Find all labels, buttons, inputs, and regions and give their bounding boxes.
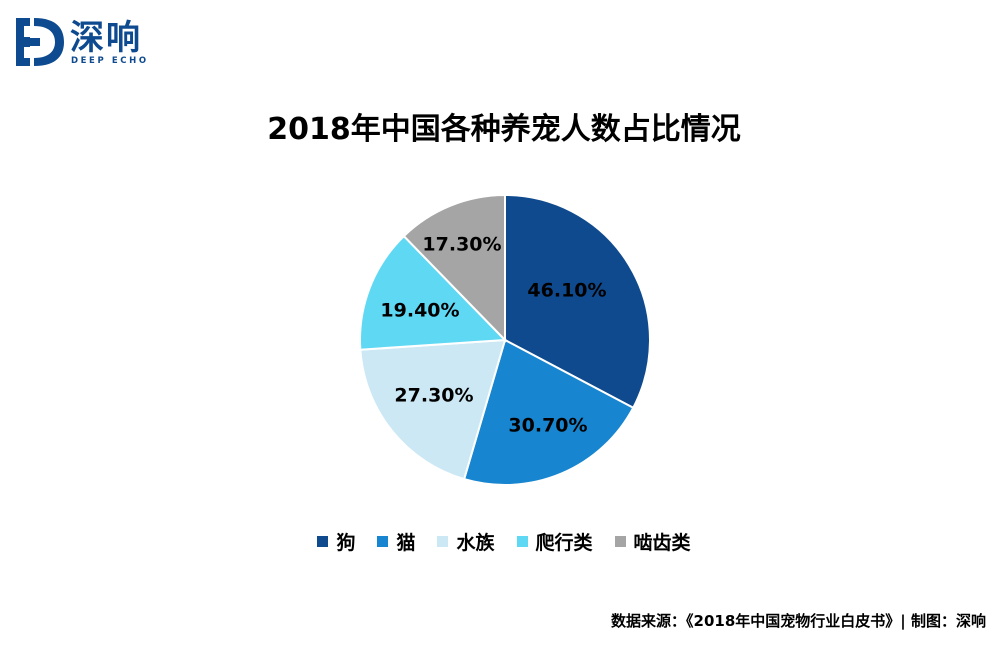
pie-slice-4 [359,234,508,351]
deep-echo-logo: 深响 DEEP ECHO [14,16,154,68]
slice-label: 17.30% [422,234,501,256]
logo-chinese-text: 深响 [70,18,142,58]
legend-swatch-icon [516,536,528,547]
pie-slice-2 [462,338,635,486]
pie-slice-3 [359,338,507,481]
legend-label: 爬行类 [535,532,593,554]
legend-label: 狗 [336,532,356,554]
slice-label: 19.40% [380,300,459,322]
logo-english-text: DEEP ECHO [71,56,149,66]
slice-label: 27.30% [394,385,473,407]
legend-item: 狗 [317,528,355,555]
legend-swatch-icon [437,536,449,547]
source-note: 数据来源：《2018年中国宠物行业白皮书》| 制图：深响 [611,612,986,630]
legend-swatch-icon [317,536,329,547]
legend-label: 啮齿类 [633,532,691,554]
legend-swatch-icon [614,536,626,547]
legend-item: 爬行类 [516,528,593,555]
pie-slice-1 [504,193,651,410]
chart-title: 2018年中国各种养宠人数占比情况 [267,112,741,147]
legend-swatch-icon [377,536,389,547]
chart-legend: 狗 猫 水族 爬行类 啮齿类 [0,528,1008,555]
pie-slice-5 [402,193,506,343]
slice-label: 46.10% [527,280,606,302]
de-logo-icon [16,18,64,66]
legend-item: 水族 [437,528,495,555]
legend-item: 啮齿类 [614,528,691,555]
legend-label: 猫 [396,532,416,554]
legend-label: 水族 [456,532,495,554]
legend-item: 猫 [377,528,415,555]
slice-label: 30.70% [508,415,587,437]
